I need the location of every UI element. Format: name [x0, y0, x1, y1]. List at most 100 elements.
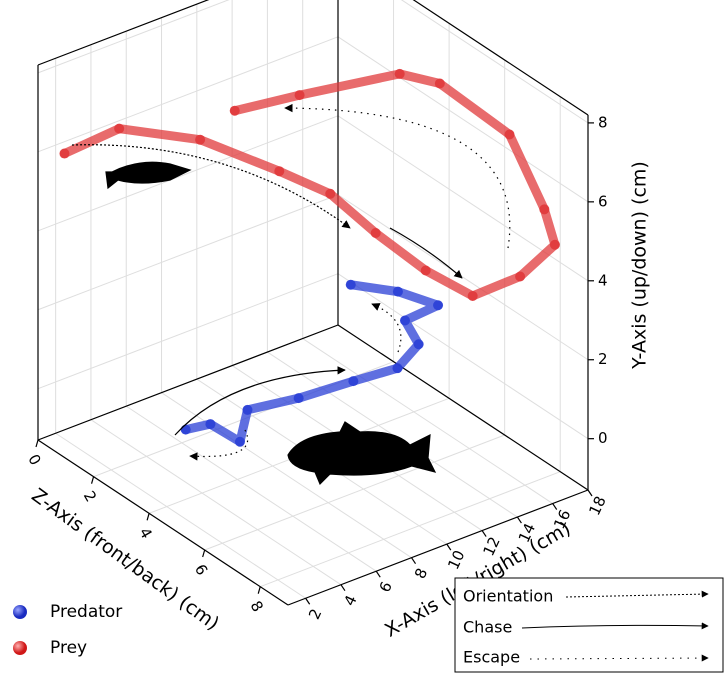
arrow-legend-label: Orientation — [463, 587, 553, 606]
grid-line — [337, 273, 589, 440]
legend-label: Prey — [50, 638, 87, 658]
grid-line — [337, 194, 589, 361]
grid-line — [37, 194, 339, 311]
arrow-legend-box — [454, 577, 724, 673]
tick-mark — [257, 586, 261, 594]
trajectory-point — [345, 279, 356, 290]
grid-line — [302, 338, 553, 504]
trajectory-point — [392, 286, 403, 297]
tick-mark — [202, 549, 206, 558]
axis-line — [37, 0, 210, 66]
trajectory-point — [467, 290, 478, 301]
arrow-legend-label: Escape — [463, 648, 520, 667]
trajectory-point — [180, 424, 191, 435]
trajectory — [181, 280, 443, 447]
trajectory-point — [392, 363, 403, 374]
orientation-arrow — [71, 144, 351, 229]
trajectory-point — [399, 315, 410, 326]
trajectory-point — [515, 271, 526, 282]
axis-line — [37, 324, 339, 441]
trajectory-point — [59, 148, 70, 159]
trajectory-point — [195, 134, 206, 145]
escape-arrow — [189, 429, 249, 461]
y-tick-label: 2 — [598, 350, 608, 368]
chase-arrow — [174, 366, 346, 436]
grid-line — [161, 392, 412, 559]
trajectory-point — [114, 123, 125, 134]
trajectory-point — [234, 436, 245, 447]
trajectory-point — [549, 239, 560, 250]
legend-marker — [13, 641, 27, 655]
grid-line — [55, 432, 306, 599]
arrow-legend-line — [521, 622, 709, 630]
y-axis-title: Y-Axis (up/down) (cm) — [629, 161, 651, 370]
grid-line — [337, 36, 589, 203]
chase-arrow — [389, 227, 463, 279]
x-tick-label: 8 — [411, 565, 431, 581]
x-tick-label: 4 — [340, 592, 360, 608]
x-tick-label: 18 — [585, 493, 609, 518]
tick-mark — [481, 530, 487, 537]
grid-line — [260, 471, 561, 588]
y-tick-label: 8 — [598, 113, 608, 131]
tick-mark — [375, 570, 381, 578]
z-tick-label: 4 — [135, 524, 155, 541]
trajectory-point — [433, 300, 444, 311]
escape-arrow — [284, 103, 511, 249]
grid-line — [204, 434, 505, 551]
x-tick-label: 2 — [305, 606, 325, 622]
axis-line — [287, 489, 589, 606]
grid-line — [37, 115, 339, 232]
trajectory-point — [274, 166, 285, 177]
trajectory-point — [434, 78, 445, 89]
grid-line — [125, 405, 377, 572]
tick-mark — [340, 584, 346, 592]
trajectory — [59, 69, 560, 301]
z-tick-label: 2 — [80, 488, 100, 505]
z-tick-label: 0 — [24, 451, 44, 468]
trajectory-point — [420, 265, 431, 276]
axis-line — [37, 439, 289, 606]
trajectory-point — [293, 393, 304, 404]
trajectory-point — [370, 228, 381, 239]
grid-line — [400, 0, 589, 124]
grid-line — [37, 36, 339, 153]
trajectory-point — [242, 404, 253, 415]
trajectory-point — [394, 68, 405, 79]
z-tick-label: 8 — [246, 598, 266, 615]
trajectory-point — [413, 339, 424, 350]
z-tick-label: 6 — [191, 561, 211, 578]
tick-mark — [587, 489, 593, 497]
trajectory-point — [294, 90, 305, 101]
tick-mark — [516, 516, 522, 524]
tick-mark — [90, 476, 95, 484]
grid-line — [37, 273, 339, 390]
legend-label: Predator — [50, 602, 122, 622]
escape-arrow — [371, 303, 402, 353]
arrow-legend-label: Chase — [463, 618, 512, 637]
x-tick-label: 6 — [376, 579, 396, 595]
prey-fish — [105, 161, 192, 190]
tick-mark — [552, 503, 558, 510]
trajectory-point — [205, 419, 216, 430]
y-tick-label: 0 — [598, 429, 608, 447]
tick-mark — [446, 543, 452, 551]
trajectory-point — [504, 129, 515, 140]
trajectory-point — [348, 376, 359, 387]
trajectory-point — [539, 204, 550, 215]
tick-mark — [146, 513, 150, 521]
axis-line — [337, 324, 589, 491]
grid-line — [337, 115, 589, 282]
grid-line — [37, 0, 230, 74]
x-tick-label: 10 — [444, 547, 468, 572]
grid-line — [90, 419, 342, 586]
y-tick-label: 6 — [598, 192, 608, 210]
tick-mark — [305, 597, 311, 605]
y-tick-label: 4 — [598, 271, 608, 289]
trajectory-point — [325, 188, 336, 199]
predator-fish — [287, 421, 437, 486]
axis-line — [412, 0, 589, 116]
